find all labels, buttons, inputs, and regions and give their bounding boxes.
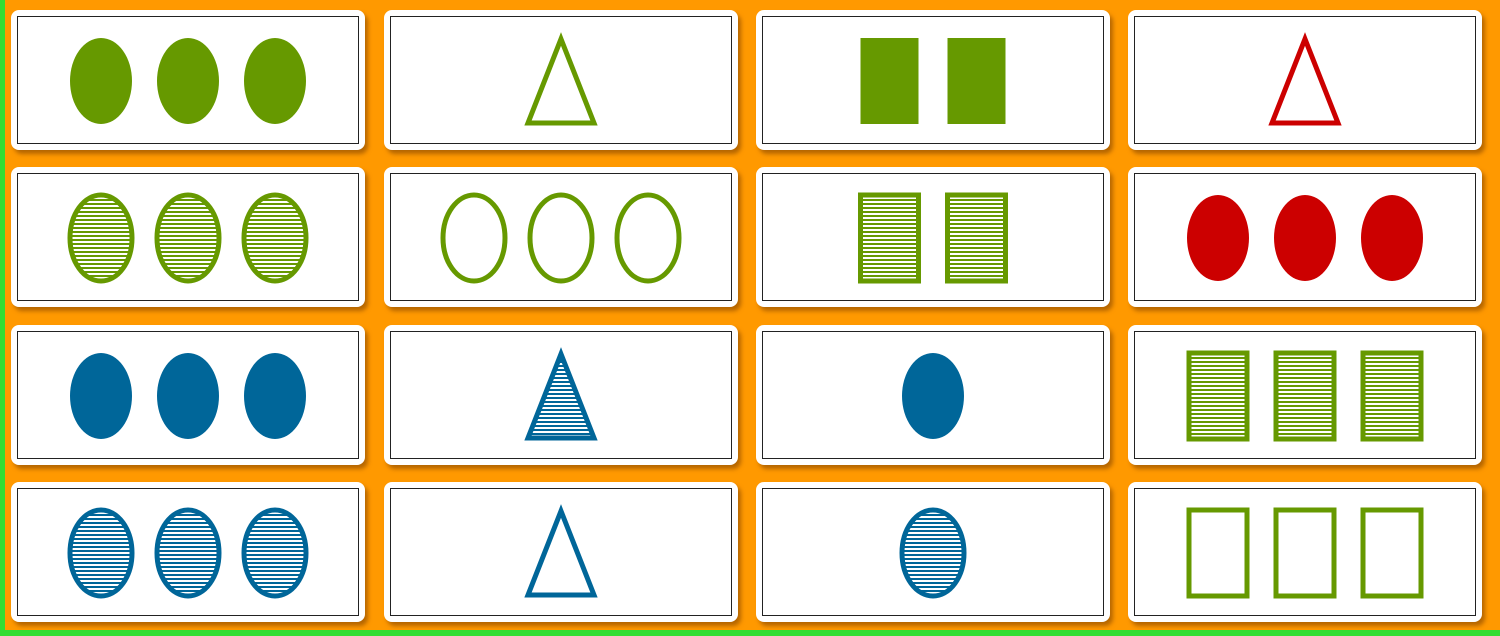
green-solid-oval-icon [157, 38, 219, 124]
blue-solid-oval-icon [70, 353, 132, 439]
blue-solid-oval-icon [902, 353, 964, 439]
card-r2-c2[interactable] [384, 167, 738, 307]
red-outline-triangle-icon [1268, 32, 1342, 126]
card-r3-c4[interactable] [1128, 325, 1482, 465]
card-r2-c4[interactable] [1128, 167, 1482, 307]
green-outline-oval-icon [440, 192, 508, 284]
green-outline-oval-icon [527, 192, 595, 284]
card-r1-c2[interactable] [384, 10, 738, 150]
card-r1-c3[interactable] [756, 10, 1110, 150]
card-r3-c3[interactable] [756, 325, 1110, 465]
card-r2-c3[interactable] [756, 167, 1110, 307]
green-striped-rect-icon [858, 192, 921, 284]
green-outline-rect-icon [1360, 507, 1424, 599]
card-r4-c4[interactable] [1128, 482, 1482, 622]
blue-solid-oval-icon [244, 353, 306, 439]
blue-solid-oval-icon [157, 353, 219, 439]
green-striped-oval-icon [241, 192, 309, 284]
green-outline-triangle-icon [524, 32, 598, 126]
green-striped-rect-icon [1273, 350, 1337, 442]
green-striped-rect-icon [945, 192, 1008, 284]
blue-striped-oval-icon [67, 507, 135, 599]
card-r3-c2[interactable] [384, 325, 738, 465]
blue-striped-triangle-icon [524, 347, 598, 441]
card-r4-c1[interactable] [11, 482, 365, 622]
blue-outline-triangle-icon [524, 504, 598, 598]
green-solid-oval-icon [70, 38, 132, 124]
card-r4-c3[interactable] [756, 482, 1110, 622]
card-r3-c1[interactable] [11, 325, 365, 465]
green-outline-oval-icon [614, 192, 682, 284]
red-solid-oval-icon [1187, 195, 1249, 281]
blue-striped-oval-icon [899, 507, 967, 599]
green-solid-oval-icon [244, 38, 306, 124]
green-striped-oval-icon [154, 192, 222, 284]
green-solid-rect-icon [860, 38, 919, 124]
red-solid-oval-icon [1274, 195, 1336, 281]
blue-striped-oval-icon [154, 507, 222, 599]
card-r1-c4[interactable] [1128, 10, 1482, 150]
green-striped-rect-icon [1186, 350, 1250, 442]
red-solid-oval-icon [1361, 195, 1423, 281]
card-r4-c2[interactable] [384, 482, 738, 622]
green-outline-rect-icon [1273, 507, 1337, 599]
green-striped-rect-icon [1360, 350, 1424, 442]
blue-striped-oval-icon [241, 507, 309, 599]
card-r1-c1[interactable] [11, 10, 365, 150]
green-outline-rect-icon [1186, 507, 1250, 599]
game-board [5, 0, 1500, 630]
card-r2-c1[interactable] [11, 167, 365, 307]
green-striped-oval-icon [67, 192, 135, 284]
green-solid-rect-icon [947, 38, 1006, 124]
